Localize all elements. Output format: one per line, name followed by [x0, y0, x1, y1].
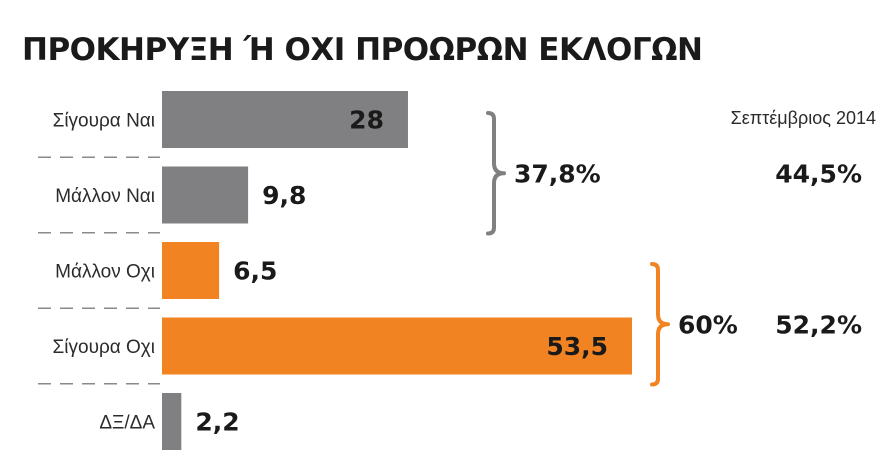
reference-value-label: 52,2%	[775, 310, 862, 339]
chart-title: ΠΡΟΚΗΡΥΞΗ Ή ΟΧΙ ΠΡΟΩΡΩΝ ΕΚΛΟΓΩΝ	[22, 32, 702, 68]
category-label: Σίγουρα Οχι	[53, 337, 155, 358]
bar	[162, 317, 632, 375]
value-label: 2,2	[195, 408, 239, 437]
bar	[162, 91, 408, 148]
group-total-label: 60%	[678, 310, 738, 339]
category-label: Μάλλον Οχι	[55, 262, 155, 283]
group-bracket	[650, 262, 670, 387]
bar	[162, 242, 220, 299]
value-label: 28	[349, 106, 384, 135]
category-label: Σίγουρα Ναι	[53, 111, 155, 132]
category-label: Μάλλον Ναι	[55, 186, 155, 207]
value-label: 53,5	[546, 332, 608, 361]
category-label: ΔΞ/ΔΑ	[99, 413, 155, 434]
bar	[162, 166, 249, 224]
group-total-label: 37,8%	[514, 159, 601, 188]
group-bracket	[486, 111, 506, 236]
plot-area: Σίγουρα Ναι 28 Μάλλον Ναι 9,8 Μάλλον Οχι 6,5 Σ…	[38, 91, 862, 450]
reference-value-label: 44,5%	[775, 159, 862, 188]
value-label: 6,5	[233, 257, 277, 286]
bar	[162, 393, 182, 450]
value-label: 9,8	[262, 181, 306, 210]
reference-heading: Σεπτέμβριος 2014	[731, 108, 876, 128]
